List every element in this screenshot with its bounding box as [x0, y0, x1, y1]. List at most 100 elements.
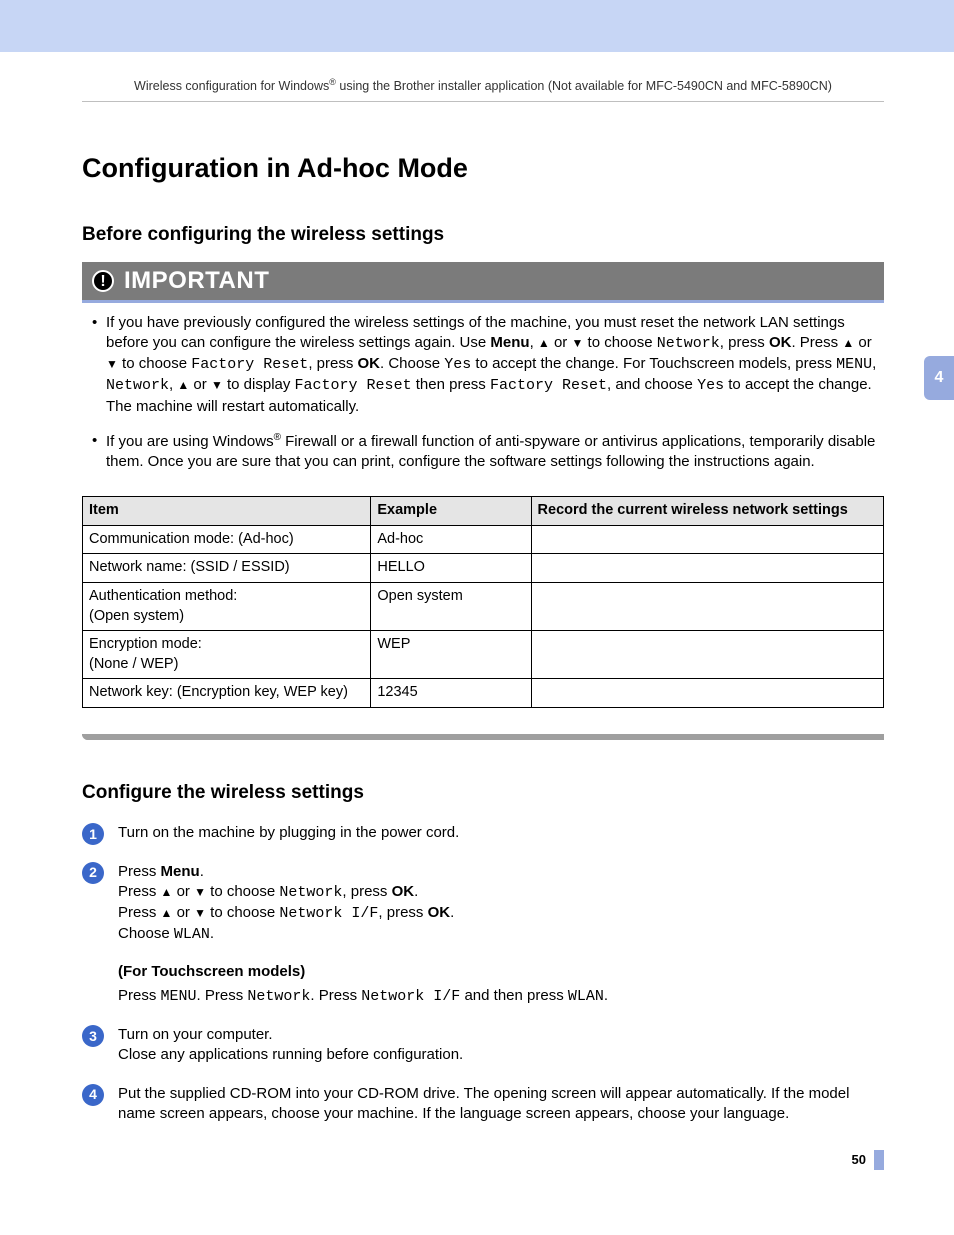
- step-text: Close any applications running before co…: [118, 1046, 463, 1063]
- yes-option: Yes: [444, 356, 471, 373]
- registered-mark: ®: [329, 77, 336, 87]
- text: to choose: [206, 904, 279, 921]
- table-row: Network key: (Encryption key, WEP key) 1…: [83, 679, 884, 708]
- running-header: Wireless configuration for Windows® usin…: [82, 76, 884, 102]
- important-banner: ! IMPORTANT: [82, 262, 884, 302]
- wlan-option: WLAN: [568, 988, 604, 1005]
- page-title: Configuration in Ad-hoc Mode: [82, 150, 884, 186]
- text: Press: [118, 863, 161, 880]
- cell-item: Network key: (Encryption key, WEP key): [83, 679, 371, 708]
- up-arrow-icon: ▲: [842, 336, 854, 350]
- col-record: Record the current wireless network sett…: [531, 497, 883, 526]
- section-divider: [82, 734, 884, 740]
- step-text: Turn on the machine by plugging in the p…: [118, 824, 459, 841]
- text: , press: [720, 334, 769, 351]
- text: Encryption mode:: [89, 636, 202, 652]
- ok-key: OK: [358, 355, 381, 372]
- text: ,: [872, 355, 876, 372]
- text: . Choose: [380, 355, 444, 372]
- ok-key: OK: [769, 334, 792, 351]
- important-item-2: If you are using Windows® Firewall or a …: [88, 431, 878, 473]
- text: to accept the change. For Touchscreen mo…: [471, 355, 836, 372]
- section-before-title: Before configuring the wireless settings: [82, 222, 884, 248]
- text: to choose: [118, 355, 191, 372]
- text: .: [200, 863, 204, 880]
- cell-item: Authentication method:(Open system): [83, 582, 371, 630]
- text: Press: [118, 987, 161, 1004]
- table-row: Encryption mode: (None / WEP) WEP: [83, 631, 884, 679]
- text: (Open system): [89, 608, 184, 624]
- header-band: [0, 0, 954, 52]
- chapter-tab: 4: [924, 356, 954, 400]
- step-text: Put the supplied CD-ROM into your CD-ROM…: [118, 1085, 849, 1122]
- wlan-option: WLAN: [174, 926, 210, 943]
- text: Choose: [118, 925, 174, 942]
- text: Network key: (Encryption key, WEP key): [89, 684, 348, 700]
- text: , press: [308, 355, 357, 372]
- down-arrow-icon: ▼: [211, 378, 223, 392]
- cell-record: [531, 679, 883, 708]
- text: , press: [378, 904, 427, 921]
- menu-key: Menu: [490, 334, 529, 351]
- table-row: Authentication method:(Open system) Open…: [83, 582, 884, 630]
- step-text: Turn on your computer.: [118, 1026, 273, 1043]
- text: , and choose: [607, 376, 697, 393]
- down-arrow-icon: ▼: [194, 885, 206, 899]
- header-text-pre: Wireless configuration for Windows: [134, 79, 329, 93]
- col-example: Example: [371, 497, 531, 526]
- factory-reset-option: Factory Reset: [295, 377, 412, 394]
- network-option: Network: [247, 988, 310, 1005]
- network-option: Network: [657, 335, 720, 352]
- text: . Press: [791, 334, 842, 351]
- up-arrow-icon: ▲: [538, 336, 550, 350]
- text: or: [172, 883, 194, 900]
- cell-record: [531, 631, 883, 679]
- up-arrow-icon: ▲: [161, 885, 173, 899]
- page-number-mark: [874, 1150, 884, 1170]
- cell-record: [531, 554, 883, 583]
- down-arrow-icon: ▼: [571, 336, 583, 350]
- text: Press: [118, 904, 161, 921]
- cell-example: Open system: [371, 582, 531, 630]
- text: Network name: (SSID / ESSID): [89, 559, 290, 575]
- text: or: [550, 334, 572, 351]
- text: . Press: [197, 987, 248, 1004]
- text: (None / WEP): [89, 656, 178, 672]
- network-if-option: Network I/F: [361, 988, 460, 1005]
- text: If you are using Windows: [106, 433, 274, 450]
- text: then press: [412, 376, 490, 393]
- alert-icon: !: [92, 270, 114, 292]
- settings-table: Item Example Record the current wireless…: [82, 496, 884, 708]
- text: or: [172, 904, 194, 921]
- step-2: Press Menu. Press ▲ or ▼ to choose Netwo…: [82, 862, 884, 1008]
- text: , press: [342, 883, 391, 900]
- text: or: [854, 334, 872, 351]
- table-row: Communication mode: (Ad-hoc) Ad-hoc: [83, 525, 884, 554]
- page-number: 50: [852, 1150, 884, 1170]
- factory-reset-option: Factory Reset: [191, 356, 308, 373]
- cell-example: WEP: [371, 631, 531, 679]
- section-configure-title: Configure the wireless settings: [82, 780, 884, 806]
- text: and then press: [460, 987, 568, 1004]
- down-arrow-icon: ▼: [194, 906, 206, 920]
- text: .: [450, 904, 454, 921]
- text: . Press: [310, 987, 361, 1004]
- cell-item: Communication mode: (Ad-hoc): [83, 525, 371, 554]
- cell-item: Encryption mode: (None / WEP): [83, 631, 371, 679]
- col-item: Item: [83, 497, 371, 526]
- page-content: 4 Wireless configuration for Windows® us…: [0, 52, 954, 1182]
- text: ,: [530, 334, 538, 351]
- text: .: [604, 987, 608, 1004]
- table-row: Network name: (SSID / ESSID) HELLO: [83, 554, 884, 583]
- cell-example: 12345: [371, 679, 531, 708]
- text: .: [414, 883, 418, 900]
- menu-key: Menu: [161, 863, 200, 880]
- factory-reset-option: Factory Reset: [490, 377, 607, 394]
- step-1: Turn on the machine by plugging in the p…: [82, 823, 884, 843]
- text: .: [210, 925, 214, 942]
- text: Press: [118, 883, 161, 900]
- text: to choose: [583, 334, 656, 351]
- text: to display: [223, 376, 295, 393]
- cell-item: Network name: (SSID / ESSID): [83, 554, 371, 583]
- up-arrow-icon: ▲: [177, 378, 189, 392]
